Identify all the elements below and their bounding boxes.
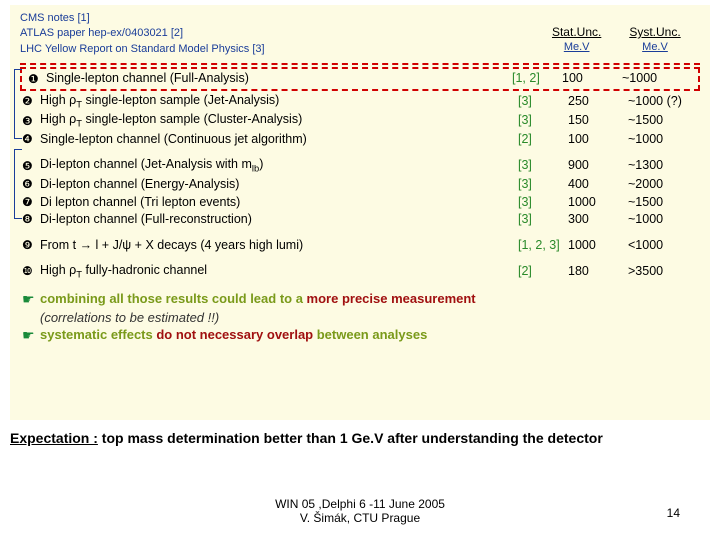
summary-1: ☛ combining all those results could lead… [20,290,700,309]
expectation: Expectation : top mass determination bet… [10,430,710,446]
row-cite: [3] [518,211,568,229]
row-syst: ~1000 (?) [628,93,698,111]
row-stat: 180 [568,263,628,281]
row-syst: ~2000 [628,176,698,194]
row-stat: 1000 [568,194,628,212]
row-bullet: ❸ [22,113,40,130]
row-syst: ~1500 [628,194,698,212]
row-stat: 900 [568,157,628,175]
row-syst: >3500 [628,263,698,281]
footer-line2: V. Šimák, CTU Prague [0,511,720,525]
table-row: ❶Single-lepton channel (Full-Analysis)[1… [20,67,700,91]
row-desc: High ρT single-lepton sample (Jet-Analys… [40,92,518,112]
footer-line1: WIN 05 ,Delphi 6 -11 June 2005 [0,497,720,511]
row-bullet: ❶ [28,71,46,88]
table-row: ❼Di lepton channel (Tri lepton events)[3… [20,194,700,212]
table-row: ❹Single-lepton channel (Continuous jet a… [20,131,700,149]
summary-2-text: (correlations to be estimated !!) [40,310,700,325]
row-stat: 400 [568,176,628,194]
footer: WIN 05 ,Delphi 6 -11 June 2005 V. Šimák,… [0,497,720,525]
row-cite: [3] [518,157,568,175]
row-stat: 100 [562,70,622,88]
row-syst: ~1500 [628,112,698,130]
bracket-2 [14,149,22,219]
row-syst: <1000 [628,237,698,255]
summary-3a: systematic effects [40,327,156,342]
summary-3c: between analyses [313,327,427,342]
row-desc: High ρT fully-hadronic channel [40,262,518,282]
summary-1a: combining all those results could lead t… [40,291,307,306]
row-cite: [2] [518,131,568,149]
syst-header: Syst.Unc. [620,25,690,39]
expectation-label: Expectation : [10,430,98,446]
row-cite: [3] [518,93,568,111]
summary-1b: more precise measurement [307,291,476,306]
bracket-1 [14,69,22,139]
row-syst: ~1000 [628,131,698,149]
row-bullet: ❺ [22,158,40,175]
row-bullet: ❻ [22,176,40,193]
row-desc: Single-lepton channel (Full-Analysis) [46,70,512,88]
summary-3b: do not necessary overlap [156,327,313,342]
summary-3: ☛ systematic effects do not necessary ov… [20,326,700,345]
page-number: 14 [667,506,680,520]
stat-unit: Me.V [542,41,612,53]
row-stat: 150 [568,112,628,130]
row-desc: Di-lepton channel (Energy-Analysis) [40,176,518,194]
table-row: ❷High ρT single-lepton sample (Jet-Analy… [20,92,700,112]
row-bullet: ❼ [22,194,40,211]
row-syst: ~1000 [622,70,692,88]
row-bullet: ❷ [22,93,40,110]
row-cite: [3] [518,194,568,212]
column-headers: Stat.Unc. Syst.Unc. Me.V Me.V [542,25,690,53]
row-desc: Di-lepton channel (Jet-Analysis with mlb… [40,156,518,176]
row-desc: From t → l + J/ψ + X decays (4 years hig… [40,237,518,255]
divider-top [20,63,700,65]
table-row: ❾From t → l + J/ψ + X decays (4 years hi… [20,237,700,255]
row-bullet: ❾ [22,237,40,254]
row-syst: ~1000 [628,211,698,229]
row-desc: Single-lepton channel (Continuous jet al… [40,131,518,149]
row-cite: [1, 2, 3] [518,237,568,255]
expectation-text: top mass determination better than 1 Ge.… [98,430,603,446]
row-cite: [2] [518,263,568,281]
row-bullet: ❽ [22,211,40,228]
table-area: ❶Single-lepton channel (Full-Analysis)[1… [20,67,700,345]
row-stat: 300 [568,211,628,229]
row-stat: 1000 [568,237,628,255]
row-stat: 250 [568,93,628,111]
row-desc: High ρT single-lepton sample (Cluster-An… [40,111,518,131]
row-desc: Di lepton channel (Tri lepton events) [40,194,518,212]
row-cite: [1, 2] [512,70,562,88]
syst-unit: Me.V [620,41,690,53]
arrow-icon: ☛ [22,291,40,308]
summary-2: (correlations to be estimated !!) [20,309,700,326]
row-bullet: ❹ [22,131,40,148]
row-syst: ~1300 [628,157,698,175]
row-cite: [3] [518,176,568,194]
row-cite: [3] [518,112,568,130]
table-row: ❿High ρT fully-hadronic channel[2]180>35… [20,262,700,282]
table-row: ❽Di-lepton channel (Full-reconstruction)… [20,211,700,229]
row-stat: 100 [568,131,628,149]
table-row: ❻Di-lepton channel (Energy-Analysis)[3]4… [20,176,700,194]
main-panel: CMS notes [1] ATLAS paper hep-ex/0403021… [10,5,710,420]
row-bullet: ❿ [22,263,40,280]
stat-header: Stat.Unc. [542,25,612,39]
arrow-icon: ☛ [22,327,40,344]
table-row: ❸High ρT single-lepton sample (Cluster-A… [20,111,700,131]
row-desc: Di-lepton channel (Full-reconstruction) [40,211,518,229]
table-row: ❺Di-lepton channel (Jet-Analysis with ml… [20,156,700,176]
